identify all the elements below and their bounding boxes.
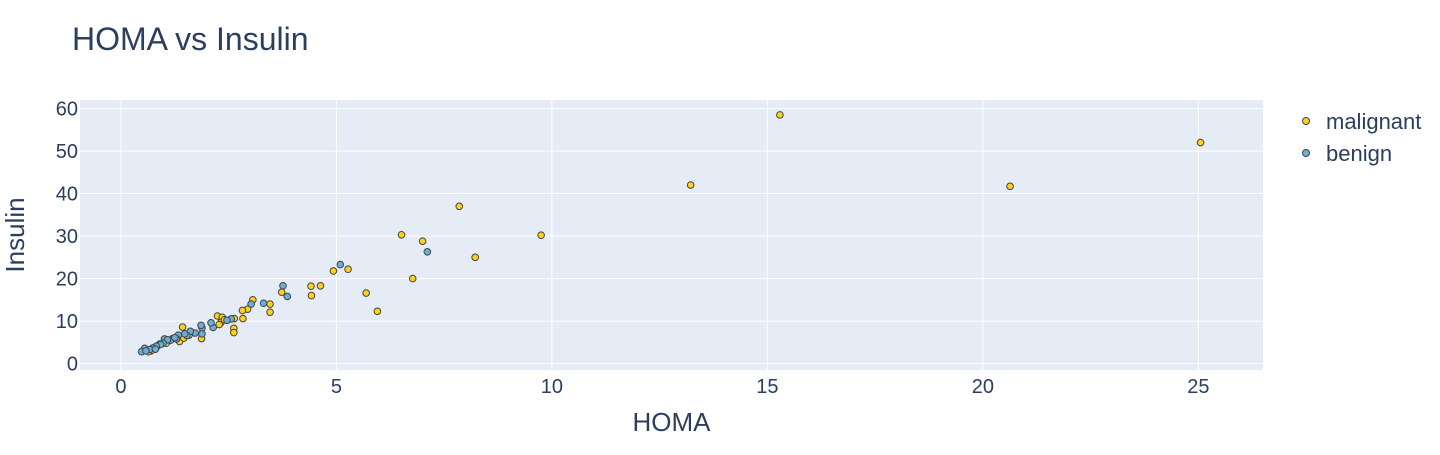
- data-point-benign[interactable]: [259, 299, 268, 308]
- data-point-benign[interactable]: [247, 300, 255, 308]
- data-point-malignant[interactable]: [307, 291, 316, 300]
- data-point-benign[interactable]: [207, 319, 215, 327]
- data-point-malignant[interactable]: [239, 314, 247, 323]
- legend-marker: [1302, 117, 1310, 125]
- y-tick-label: 60: [56, 99, 78, 121]
- legend-item-malignant[interactable]: malignant: [1302, 109, 1422, 134]
- y-axis-title: Insulin: [0, 197, 30, 272]
- data-points: [137, 111, 1205, 356]
- y-tick-label: 30: [56, 226, 78, 248]
- tick-labels: 0 5 10 15 20 25 0 10 20 30 40 50 60: [56, 99, 1210, 398]
- legend-item-benign[interactable]: benign: [1302, 141, 1393, 166]
- y-tick-label: 0: [67, 354, 78, 376]
- data-point-malignant[interactable]: [215, 320, 224, 329]
- x-axis-title: HOMA: [633, 407, 712, 437]
- data-point-malignant[interactable]: [1006, 182, 1014, 191]
- data-point-malignant[interactable]: [776, 111, 784, 119]
- y-tick-label: 50: [56, 141, 78, 163]
- data-point-malignant[interactable]: [418, 237, 427, 245]
- x-tick-label: 0: [115, 376, 126, 398]
- y-tick-label: 40: [56, 184, 78, 206]
- data-point-benign[interactable]: [180, 330, 189, 338]
- data-point-benign[interactable]: [336, 260, 345, 269]
- data-point-malignant[interactable]: [266, 300, 274, 308]
- y-tick-label: 10: [56, 311, 78, 333]
- data-point-benign[interactable]: [171, 333, 179, 342]
- data-point-benign[interactable]: [283, 292, 292, 301]
- data-point-malignant[interactable]: [455, 202, 464, 211]
- y-tick-label: 20: [56, 269, 78, 291]
- chart-title: HOMA vs Insulin: [72, 21, 309, 57]
- x-tick-label: 10: [541, 376, 563, 398]
- data-point-malignant[interactable]: [373, 307, 382, 316]
- data-point-malignant[interactable]: [277, 288, 286, 296]
- data-point-benign[interactable]: [197, 321, 205, 330]
- data-point-malignant[interactable]: [408, 274, 417, 283]
- data-point-benign[interactable]: [279, 282, 287, 290]
- x-tick-label: 15: [756, 376, 778, 398]
- data-point-benign[interactable]: [198, 330, 206, 338]
- data-point-malignant[interactable]: [316, 282, 325, 290]
- data-point-malignant[interactable]: [266, 308, 274, 316]
- data-point-malignant[interactable]: [397, 230, 406, 239]
- legend[interactable]: malignant benign: [1302, 109, 1422, 166]
- data-point-benign[interactable]: [142, 347, 150, 355]
- data-point-malignant[interactable]: [362, 289, 370, 297]
- series-benign: [137, 247, 432, 356]
- data-point-malignant[interactable]: [230, 328, 238, 337]
- data-point-malignant[interactable]: [537, 231, 545, 240]
- legend-label: benign: [1326, 141, 1392, 166]
- data-point-malignant[interactable]: [238, 306, 247, 315]
- x-tick-label: 5: [331, 376, 342, 398]
- data-point-malignant[interactable]: [344, 265, 352, 274]
- data-point-malignant[interactable]: [471, 253, 479, 262]
- data-point-malignant[interactable]: [686, 181, 695, 189]
- legend-marker: [1302, 149, 1310, 157]
- x-tick-label: 25: [1187, 376, 1209, 398]
- data-point-malignant[interactable]: [307, 282, 315, 291]
- x-tick-label: 20: [972, 376, 994, 398]
- data-point-malignant[interactable]: [178, 323, 187, 331]
- data-point-benign[interactable]: [423, 247, 432, 256]
- plot-area: [80, 100, 1263, 370]
- legend-label: malignant: [1326, 109, 1421, 134]
- data-point-benign[interactable]: [151, 345, 160, 353]
- data-point-malignant[interactable]: [329, 267, 338, 275]
- data-point-malignant[interactable]: [1196, 138, 1205, 147]
- data-point-benign[interactable]: [223, 316, 231, 325]
